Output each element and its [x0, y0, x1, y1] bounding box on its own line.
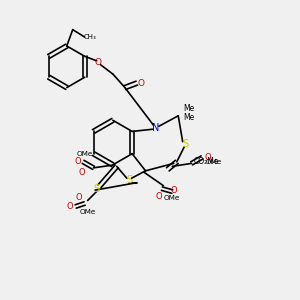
Text: O: O — [137, 79, 144, 88]
Text: O: O — [66, 202, 73, 211]
Text: Me: Me — [183, 113, 194, 122]
Text: O: O — [170, 186, 177, 195]
Text: S: S — [126, 175, 132, 185]
Text: OMe: OMe — [80, 209, 96, 215]
Text: O: O — [75, 193, 82, 202]
Text: O: O — [156, 192, 162, 201]
Text: O: O — [78, 168, 85, 177]
Text: OMe: OMe — [164, 195, 181, 201]
Text: S: S — [93, 184, 100, 194]
Text: O: O — [95, 58, 102, 67]
Text: N: N — [152, 123, 160, 133]
Text: S: S — [183, 139, 189, 149]
Text: Me: Me — [183, 104, 194, 113]
Text: O: O — [204, 153, 211, 162]
Text: CO₂Me: CO₂Me — [194, 158, 219, 166]
Text: OMe: OMe — [76, 152, 93, 158]
Text: CH₃: CH₃ — [84, 34, 96, 40]
Text: O: O — [74, 158, 81, 166]
Text: OMe: OMe — [206, 159, 222, 165]
